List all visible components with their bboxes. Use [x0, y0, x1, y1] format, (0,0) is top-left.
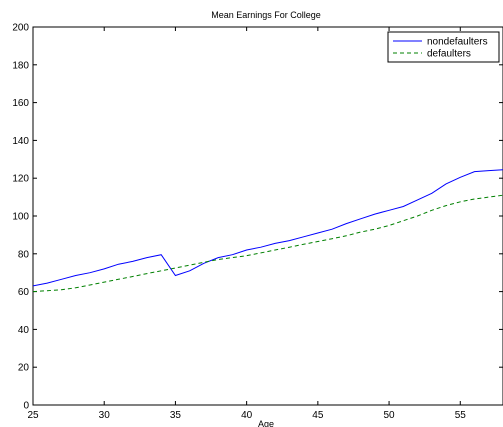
y-tick-label: 160	[12, 98, 29, 109]
x-tick-label: 40	[241, 410, 253, 421]
axes-box	[32, 26, 503, 406]
x-tick-label: 30	[99, 410, 111, 421]
x-tick-label: 55	[455, 410, 467, 421]
y-tick-label: 180	[12, 60, 29, 71]
x-tick-label: 25	[27, 410, 39, 421]
x-tick-label: 50	[383, 410, 395, 421]
y-tick-label: 60	[18, 287, 30, 298]
plot-area: 25 30 35 40 45 50 55 0 20 40 60 80 100 120 140 160 180 20…	[12, 23, 503, 421]
y-tick-label: 20	[18, 363, 30, 374]
y-tick-label: 140	[12, 136, 29, 147]
series-line-defaulters	[33, 194, 503, 293]
y-tick-label: 0	[23, 401, 29, 412]
series-line-nondefaulters	[33, 169, 503, 287]
y-tick-label: 120	[12, 174, 29, 185]
legend-box	[387, 31, 500, 63]
legend-label-nondefaulters: nondefaulters	[427, 37, 488, 48]
chart-title: Mean Earnings For College	[211, 10, 321, 20]
legend-label-defaulters: defaulters	[427, 49, 471, 60]
y-tick-label: 40	[18, 325, 30, 336]
y-tick-label: 80	[18, 249, 30, 260]
x-tick-label: 35	[170, 410, 182, 421]
y-tick-label: 200	[12, 23, 29, 34]
x-tick-label: 45	[312, 410, 324, 421]
x-axis-label: Age	[258, 419, 274, 427]
y-tick-label: 100	[12, 212, 29, 223]
